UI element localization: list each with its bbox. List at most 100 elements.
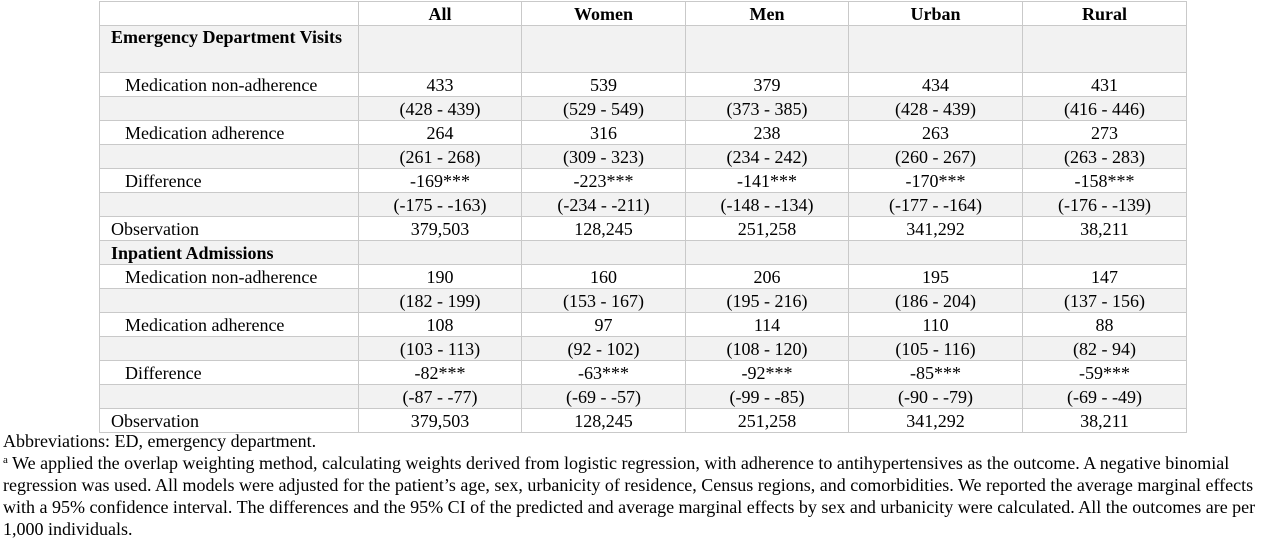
table-cell: (82 - 94) <box>1022 336 1187 361</box>
row-label: Observation <box>99 408 359 433</box>
table-cell: (529 - 549) <box>521 96 686 121</box>
row-label: Medication non-adherence <box>99 264 359 289</box>
header-corner-cell <box>99 1 359 26</box>
header-row: All Women Men Urban Rural <box>99 1 1187 26</box>
row-label: Difference <box>99 168 359 193</box>
row-label <box>99 384 359 409</box>
table-cell <box>1022 240 1187 265</box>
table-cell: 147 <box>1022 264 1187 289</box>
column-header: Women <box>521 1 686 26</box>
table-cell <box>848 25 1023 73</box>
table-row: Difference -82*** -63*** -92*** -85*** -59*** <box>99 360 1187 385</box>
row-label: Difference <box>99 360 359 385</box>
table-cell: (-177 - -164) <box>848 192 1023 217</box>
table-cell: (153 - 167) <box>521 288 686 313</box>
table-cell: -85*** <box>848 360 1023 385</box>
table-cell: (260 - 267) <box>848 144 1023 169</box>
table-cell: (-234 - -211) <box>521 192 686 217</box>
table-cell: 434 <box>848 72 1023 97</box>
column-header: Urban <box>848 1 1023 26</box>
table-row: Medication adherence 108 97 114 110 88 <box>99 312 1187 337</box>
table-cell: (108 - 120) <box>685 336 849 361</box>
table-cell: (309 - 323) <box>521 144 686 169</box>
table-cell <box>521 240 686 265</box>
table-cell: 195 <box>848 264 1023 289</box>
table-cell: -158*** <box>1022 168 1187 193</box>
table-cell <box>358 240 522 265</box>
table-cell: (263 - 283) <box>1022 144 1187 169</box>
table-row: Medication non-adherence 190 160 206 195 147 <box>99 264 1187 289</box>
table-row: Observation 379,503 128,245 251,258 341,292 3… <box>99 408 1187 433</box>
table-row: Medication adherence 264 316 238 263 273 <box>99 120 1187 145</box>
table-cell: 251,258 <box>685 216 849 241</box>
table-cell: 431 <box>1022 72 1187 97</box>
row-label: Medication adherence <box>99 312 359 337</box>
table-cell <box>685 25 849 73</box>
table-cell: (-90 - -79) <box>848 384 1023 409</box>
table-cell: -63*** <box>521 360 686 385</box>
table-cell <box>685 240 849 265</box>
table-cell: (-148 - -134) <box>685 192 849 217</box>
table-cell: (234 - 242) <box>685 144 849 169</box>
ci-row: (103 - 113) (92 - 102) (108 - 120) (105 - 1… <box>99 336 1187 361</box>
table-cell: 38,211 <box>1022 408 1187 433</box>
table-cell: -141*** <box>685 168 849 193</box>
table-cell: (92 - 102) <box>521 336 686 361</box>
footnote: a We applied the overlap weighting metho… <box>3 452 1278 540</box>
table-cell: (373 - 385) <box>685 96 849 121</box>
table-cell: 97 <box>521 312 686 337</box>
table-cell: (182 - 199) <box>358 288 522 313</box>
table-cell: -82*** <box>358 360 522 385</box>
table-cell: -59*** <box>1022 360 1187 385</box>
ci-row: (-175 - -163) (-234 - -211) (-148 - -134)(… <box>99 192 1187 217</box>
table-cell: 341,292 <box>848 216 1023 241</box>
footnote-text: We applied the overlap weighting method,… <box>3 453 1256 539</box>
table-cell: -169*** <box>358 168 522 193</box>
section-label: Emergency Department Visits <box>99 25 359 73</box>
table-cell: -92*** <box>685 360 849 385</box>
table-cell: (-176 - -139) <box>1022 192 1187 217</box>
table-cell: -223*** <box>521 168 686 193</box>
footnote-marker: a <box>3 454 8 466</box>
table-cell: 263 <box>848 120 1023 145</box>
row-label <box>99 192 359 217</box>
table-cell: 108 <box>358 312 522 337</box>
row-label: Observation <box>99 216 359 241</box>
table-cell: 128,245 <box>521 408 686 433</box>
table-cell: (416 - 446) <box>1022 96 1187 121</box>
table-cell: (-69 - -49) <box>1022 384 1187 409</box>
row-label <box>99 288 359 313</box>
ci-row: (261 - 268) (309 - 323) (234 - 242) (260 - … <box>99 144 1187 169</box>
section-row: Inpatient Admissions <box>99 240 1187 265</box>
table-cell: (195 - 216) <box>685 288 849 313</box>
row-label: Medication adherence <box>99 120 359 145</box>
table-cell <box>848 240 1023 265</box>
table-cell <box>358 25 522 73</box>
ci-row: (428 - 439) (529 - 549) (373 - 385) (428 - … <box>99 96 1187 121</box>
table-cell: 433 <box>358 72 522 97</box>
table-cell: (-87 - -77) <box>358 384 522 409</box>
results-table: All Women Men Urban Rural Emergency Departmen… <box>99 1 1187 433</box>
table-cell: 128,245 <box>521 216 686 241</box>
table-row: Medication non-adherence 433 539 379 434 431 <box>99 72 1187 97</box>
table-cell: (-69 - -57) <box>521 384 686 409</box>
abbreviations-note: Abbreviations: ED, emergency department. <box>3 431 317 451</box>
table-row: Observation 379,503 128,245 251,258 341,292 3… <box>99 216 1187 241</box>
table-row: Difference -169*** -223*** -141*** -170*** -1… <box>99 168 1187 193</box>
table-cell: (186 - 204) <box>848 288 1023 313</box>
column-header: All <box>358 1 522 26</box>
table-cell <box>1022 25 1187 73</box>
table-cell: (261 - 268) <box>358 144 522 169</box>
column-header: Rural <box>1022 1 1187 26</box>
table-cell <box>521 25 686 73</box>
section-row: Emergency Department Visits <box>99 25 1187 73</box>
table-cell: 238 <box>685 120 849 145</box>
section-label: Inpatient Admissions <box>99 240 359 265</box>
table-cell: 110 <box>848 312 1023 337</box>
table-cell: 206 <box>685 264 849 289</box>
table-cell: 341,292 <box>848 408 1023 433</box>
ci-row: (-87 - -77) (-69 - -57) (-99 - -85) (-90 - … <box>99 384 1187 409</box>
table-cell: (-99 - -85) <box>685 384 849 409</box>
table-cell: 38,211 <box>1022 216 1187 241</box>
table-cell: 316 <box>521 120 686 145</box>
